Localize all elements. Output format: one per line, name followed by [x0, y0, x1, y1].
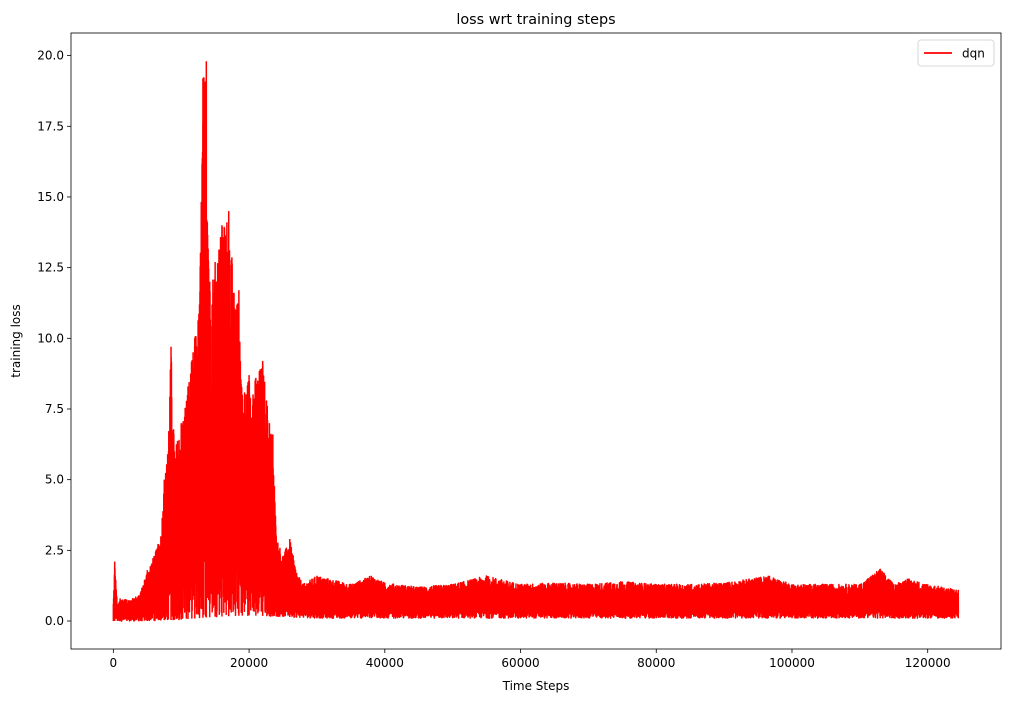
y-tick-label: 10.0: [37, 331, 64, 345]
y-tick-label: 2.5: [45, 543, 64, 557]
x-axis-label: Time Steps: [502, 679, 570, 693]
y-axis: 0.0 2.5 5.0 7.5 10.0 12.5 15.0 17.5 20.0: [37, 49, 71, 628]
y-tick-label: 20.0: [37, 49, 64, 63]
legend-label-dqn: dqn: [962, 47, 985, 61]
series-line-dqn: [112, 61, 960, 622]
x-tick-label: 20000: [230, 656, 268, 670]
legend: dqn: [917, 39, 995, 67]
x-axis: 0 20000 40000 60000 80000 100000 120000: [110, 649, 951, 670]
legend-box: [917, 39, 995, 67]
y-tick-label: 17.5: [37, 119, 64, 133]
y-tick-label: 0.0: [45, 614, 64, 628]
x-tick-label: 80000: [637, 656, 675, 670]
y-tick-label: 12.5: [37, 261, 64, 275]
x-tick-label: 100000: [769, 656, 815, 670]
y-tick-label: 15.0: [37, 190, 64, 204]
x-tick-label: 40000: [366, 656, 404, 670]
chart-title: loss wrt training steps: [456, 12, 615, 28]
y-tick-label: 5.0: [45, 473, 64, 487]
plot-frame: [70, 32, 1002, 650]
x-tick-label: 60000: [501, 656, 539, 670]
x-tick-label: 0: [110, 656, 118, 670]
x-tick-label: 120000: [905, 656, 951, 670]
y-axis-label: training loss: [9, 304, 23, 377]
series-layer: [112, 61, 960, 622]
y-tick-label: 7.5: [45, 402, 64, 416]
